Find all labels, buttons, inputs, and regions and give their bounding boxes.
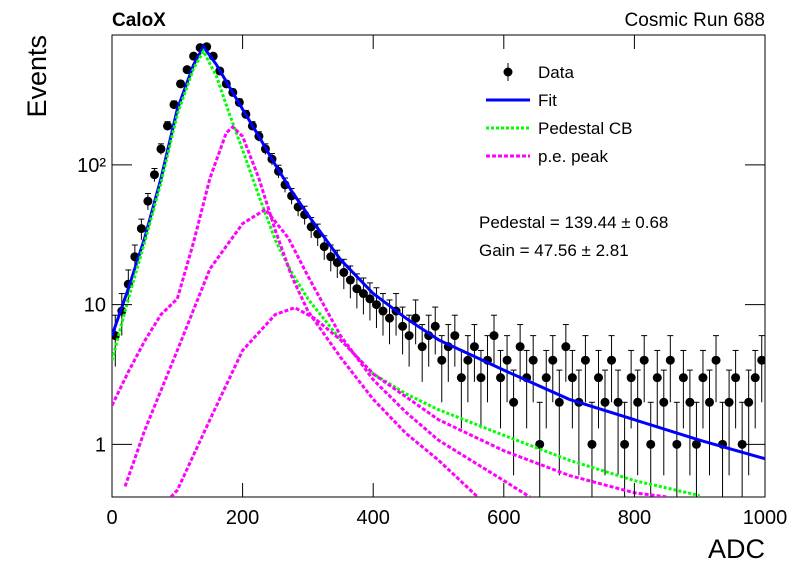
- data-point: [149, 170, 159, 180]
- data-point: [698, 373, 708, 383]
- data-point: [502, 355, 512, 365]
- data-point: [685, 397, 695, 407]
- data-point: [620, 439, 630, 449]
- data-point: [489, 331, 499, 341]
- annotation: Pedestal = 139.44 ± 0.68: [479, 213, 668, 232]
- plot-frame: [111, 34, 766, 498]
- x-tick-label: 800: [618, 507, 651, 529]
- data-point: [639, 355, 649, 365]
- data-point: [731, 373, 741, 383]
- data-point: [136, 224, 146, 234]
- curve: [112, 124, 479, 497]
- legend: Data Fit Pedestal CB p.e. peak: [486, 63, 633, 166]
- legend-label: Fit: [538, 91, 557, 110]
- data-point: [430, 321, 440, 331]
- y-tick-label: 1: [95, 434, 106, 456]
- data-point: [339, 267, 349, 277]
- data-point: [744, 397, 754, 407]
- data-point: [163, 121, 173, 131]
- data-point: [548, 355, 558, 365]
- data-point: [737, 439, 747, 449]
- x-tick-label: 200: [226, 507, 259, 529]
- data-point: [607, 355, 617, 365]
- legend-label: Data: [538, 63, 574, 82]
- data-point: [652, 373, 662, 383]
- y-tick-label: 10: [84, 295, 106, 317]
- data-point: [319, 242, 329, 252]
- data-point: [456, 373, 466, 383]
- legend-marker: [503, 67, 513, 77]
- data-point: [437, 355, 447, 365]
- legend-label: Pedestal CB: [538, 119, 633, 138]
- x-tick-label: 600: [487, 507, 520, 529]
- data-point: [326, 252, 336, 262]
- chart-title: CaloX: [112, 10, 166, 31]
- x-tick-label: 400: [357, 507, 390, 529]
- data-point: [515, 342, 525, 352]
- data-point: [385, 313, 395, 323]
- x-tick-label: 1000: [743, 507, 788, 529]
- data-point: [561, 342, 571, 352]
- data-point: [691, 439, 701, 449]
- data-point: [463, 355, 473, 365]
- data-point: [541, 373, 551, 383]
- y-tick-label: 10²: [77, 155, 106, 177]
- curve: [123, 207, 531, 497]
- data-point: [757, 355, 765, 365]
- data-point: [672, 439, 682, 449]
- data-point: [476, 373, 486, 383]
- curve: [112, 48, 701, 497]
- data-point: [496, 373, 506, 383]
- legend-label: p.e. peak: [538, 147, 608, 166]
- data-point: [724, 397, 734, 407]
- data-point: [143, 196, 153, 206]
- data-point: [613, 397, 623, 407]
- data-point: [646, 439, 656, 449]
- data-point: [626, 373, 636, 383]
- data-point: [567, 373, 577, 383]
- data-point: [704, 397, 714, 407]
- data-point: [417, 342, 427, 352]
- data-point: [678, 373, 688, 383]
- curve: [169, 306, 668, 497]
- data-point: [633, 397, 643, 407]
- data-point: [554, 397, 564, 407]
- x-tick-label: 0: [106, 507, 117, 529]
- data-point: [371, 300, 381, 310]
- plot-area: [112, 42, 765, 497]
- data-point: [469, 342, 479, 352]
- data-point: [411, 313, 421, 323]
- data-point: [378, 306, 388, 316]
- data-point: [750, 373, 760, 383]
- data-point: [509, 397, 519, 407]
- data-point: [450, 331, 460, 341]
- curve: [112, 43, 765, 461]
- data-point: [404, 331, 414, 341]
- chart-subtitle: Cosmic Run 688: [625, 10, 765, 31]
- data-point: [365, 294, 375, 304]
- data-point: [398, 321, 408, 331]
- data-point: [580, 355, 590, 365]
- data-point: [711, 355, 721, 365]
- data-point: [600, 397, 610, 407]
- y-axis-label: Events: [22, 35, 52, 118]
- annotation: Gain = 47.56 ± 2.81: [479, 241, 629, 260]
- data-point: [659, 397, 669, 407]
- data-point: [169, 100, 179, 110]
- data-point: [593, 373, 603, 383]
- data-point: [528, 355, 538, 365]
- data-point: [345, 275, 355, 285]
- data-point: [587, 439, 597, 449]
- data-point: [176, 79, 186, 89]
- data-point: [352, 284, 362, 294]
- x-axis-label: ADC: [708, 534, 765, 564]
- data-point: [182, 65, 192, 75]
- data-point: [156, 144, 166, 154]
- data-point: [665, 355, 675, 365]
- data-point: [358, 289, 368, 299]
